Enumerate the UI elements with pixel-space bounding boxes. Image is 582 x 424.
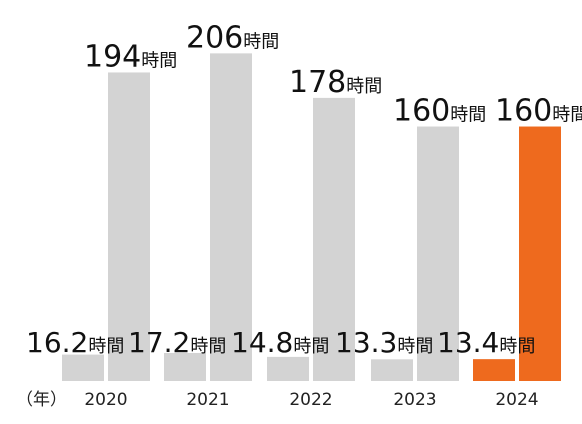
bar-large-2021 xyxy=(210,53,252,381)
x-axis-unit-label: （年） xyxy=(16,390,67,410)
x-tick-label-2022: 2022 xyxy=(289,390,332,410)
data-label-large-2024: 160時間 xyxy=(495,94,582,129)
x-tick-label-2021: 2021 xyxy=(186,390,229,410)
data-label-small-2020: 16.2時間 xyxy=(26,326,124,359)
data-label-small-2024: 13.4時間 xyxy=(437,326,535,359)
bar-large-2024 xyxy=(519,126,561,382)
bar-small-2022 xyxy=(267,356,309,381)
bar-large-2022 xyxy=(313,97,355,382)
bar-small-2024 xyxy=(473,359,515,381)
x-tick-label-2020: 2020 xyxy=(84,390,127,410)
data-label-small-2021: 17.2時間 xyxy=(128,326,226,359)
data-label-large-2021: 206時間 xyxy=(186,20,279,55)
bar-large-2020 xyxy=(108,72,150,381)
data-label-small-2023: 13.3時間 xyxy=(335,326,433,359)
data-label-large-2022: 178時間 xyxy=(289,65,382,100)
data-label-large-2023: 160時間 xyxy=(393,94,486,129)
data-label-large-2020: 194時間 xyxy=(84,39,177,74)
x-tick-label-2023: 2023 xyxy=(393,390,436,410)
data-label-small-2022: 14.8時間 xyxy=(231,326,329,359)
bar-small-2021 xyxy=(164,352,206,381)
bar-small-2023 xyxy=(371,359,413,381)
bar-large-2023 xyxy=(417,126,459,382)
x-tick-label-2024: 2024 xyxy=(495,390,538,410)
bar-small-2020 xyxy=(62,354,104,381)
